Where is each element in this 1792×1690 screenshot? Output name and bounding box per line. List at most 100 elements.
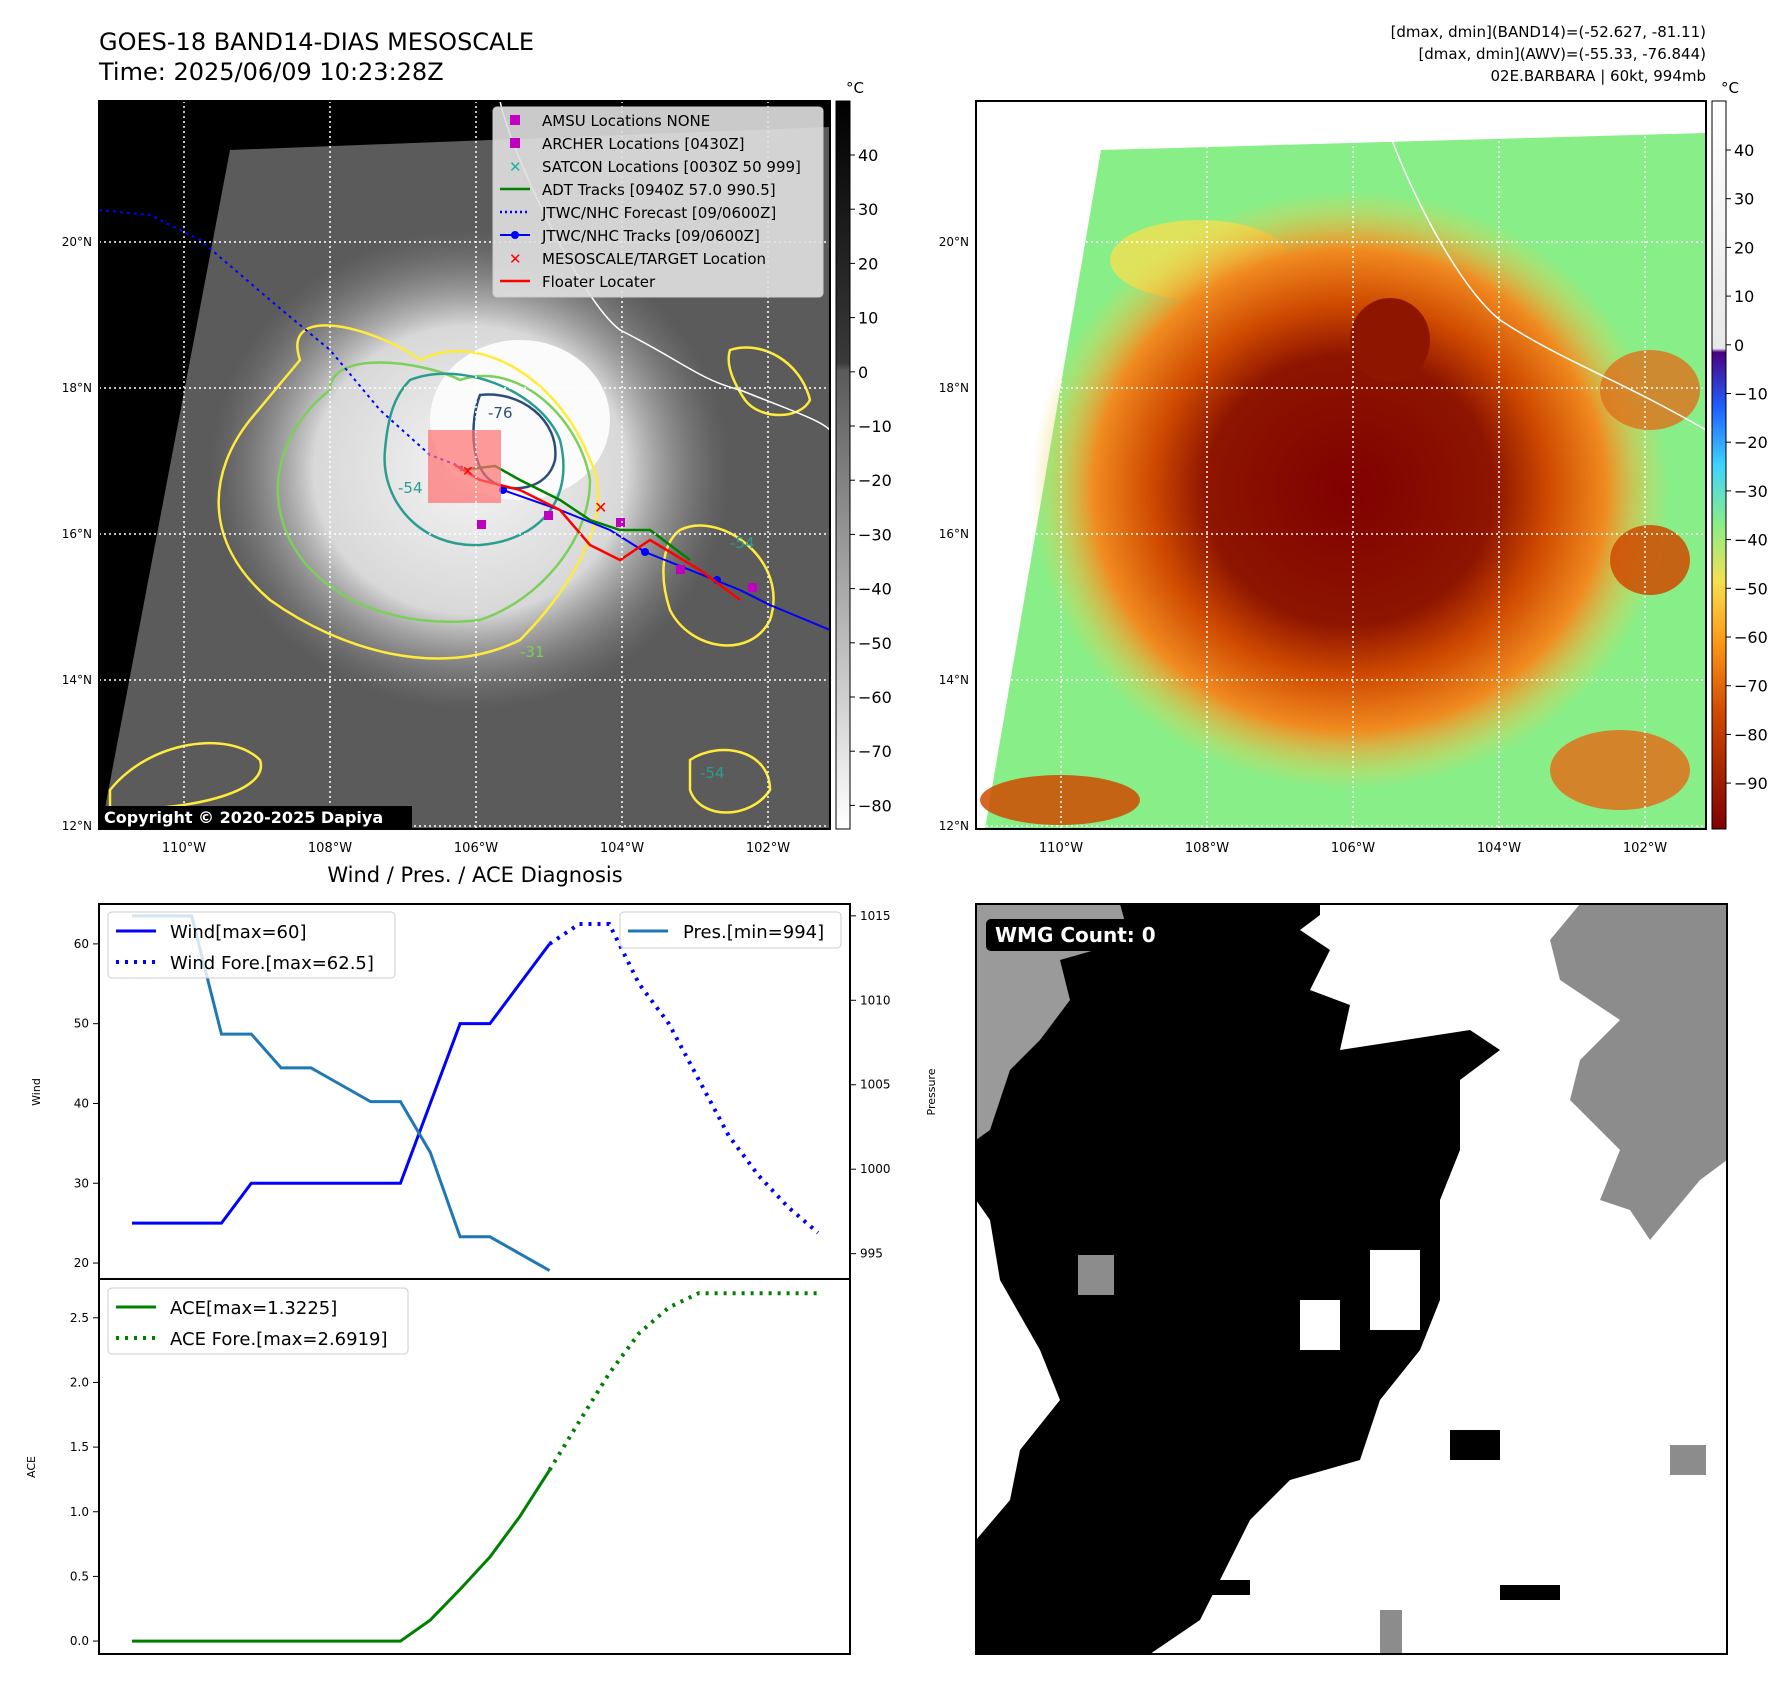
color-colorbar-tick-label: −40 — [1734, 531, 1768, 550]
jtwc-forecast-track — [99, 209, 471, 471]
color-colorbar-tick-label: 10 — [1734, 287, 1754, 306]
gray-colorbar — [835, 100, 851, 830]
wind-tick-label: 30 — [74, 1176, 89, 1190]
map-legend: AMSU Locations NONE ARCHER Locations [04… — [492, 106, 824, 298]
color-colorbar-tick-label: −30 — [1734, 482, 1768, 501]
legend-icon-archer — [510, 138, 520, 148]
color-colorbar-tick-label: −90 — [1734, 774, 1768, 793]
ir-map-panel: ✕ ✕ -76 -54 -54 -31 -54 Copyright © 2020… — [62, 79, 892, 856]
wmg-panel: WMG Count: 0 — [975, 903, 1728, 1655]
ir-contour-outer — [217, 324, 600, 660]
wmg-mask — [976, 904, 1727, 1654]
wind-legend-box — [107, 911, 396, 979]
info-storm: 02E.BARBARA | 60kt, 994mb — [1491, 67, 1706, 85]
ir-contour-south — [688, 748, 772, 814]
awv-lat-label: 16°N — [939, 527, 969, 541]
legend-label-tracks: JTWC/NHC Tracks [09/0600Z] — [541, 227, 760, 245]
awv-southeast-cell — [1550, 730, 1690, 810]
ir-lon-label: 108°W — [308, 841, 352, 856]
diagnosis-title: Wind / Pres. / ACE Diagnosis — [327, 863, 622, 887]
awv-map-panel: 20°N 18°N 16°N 14°N 12°N 110°W 108°W 106… — [939, 79, 1768, 856]
archer-location-marker — [616, 518, 625, 527]
jtwc-track — [502, 489, 830, 631]
ir-lon-labels: 110°W 108°W 106°W 104°W 102°W — [162, 841, 790, 856]
mesoscale-target-marker: ✕ — [594, 498, 607, 517]
archer-location-marker — [544, 511, 553, 520]
contour-label: -54 — [730, 534, 755, 552]
wind-axis-ticks: 20 30 40 50 60 — [74, 937, 99, 1270]
awv-lon-labels: 110°W 108°W 106°W 104°W 102°W — [1039, 841, 1667, 856]
copyright-badge — [99, 806, 412, 829]
color-colorbar-ticks: 40 30 20 10 0 −10 −20 −30 −40 −50 −60 −70 −80 −90 — [1726, 141, 1768, 793]
legend-label-adt: ADT Tracks [0940Z 57.0 990.5] — [542, 181, 776, 199]
awv-lon-label: 104°W — [1477, 841, 1521, 856]
awv-lon-label: 108°W — [1185, 841, 1229, 856]
awv-southwest-cell — [980, 775, 1140, 825]
wmg-frame — [975, 903, 1728, 1655]
gray-colorbar-tick-label: −80 — [858, 796, 892, 815]
gray-colorbar-tick-label: 20 — [858, 254, 878, 273]
pressure-legend-label: Pres.[min=994] — [683, 922, 824, 943]
ace-forecast-legend-label: ACE Fore.[max=2.6919] — [170, 1329, 388, 1350]
gray-colorbar-tick-label: −40 — [858, 580, 892, 599]
wind-tick-label: 20 — [74, 1256, 89, 1270]
legend-label-floater: Floater Locater — [542, 273, 656, 291]
archer-location-marker — [477, 520, 486, 529]
awv-lat-label: 14°N — [939, 673, 969, 687]
wind-pres-panel: Wind Pressure 20 30 40 50 60 995 1000 1005 1010… — [30, 903, 938, 1280]
ir-contour-inner — [383, 372, 565, 547]
gray-colorbar-unit: °C — [846, 79, 864, 97]
legend-icon-mesoscale: ✕ — [509, 250, 522, 268]
ace-legend-box — [107, 1287, 409, 1355]
legend-box — [492, 106, 824, 298]
awv-east-cell — [1610, 525, 1690, 595]
wind-legend-label: Wind[max=60] — [170, 922, 307, 943]
wmg-count-badge — [986, 919, 1170, 951]
legend-label-archer: ARCHER Locations [0430Z] — [542, 135, 745, 153]
color-colorbar-tick-label: 30 — [1734, 190, 1754, 209]
ir-contour-mid — [276, 361, 592, 624]
color-colorbar-tick-label: −70 — [1734, 677, 1768, 696]
awv-overshooting-top — [1350, 298, 1430, 382]
color-colorbar — [1711, 100, 1727, 830]
jtwc-track-point — [641, 548, 649, 556]
wind-series — [131, 921, 820, 1235]
wmg-gray-region-east — [1550, 904, 1727, 1240]
info-band14: [dmax, dmin](BAND14)=(-52.627, -81.11) — [1391, 23, 1706, 41]
ace-axis-label: ACE — [25, 1456, 38, 1478]
legend-label-forecast: JTWC/NHC Forecast [09/0600Z] — [541, 204, 776, 222]
color-colorbar-tick-label: −10 — [1734, 385, 1768, 404]
contour-label: -54 — [700, 764, 725, 782]
gray-colorbar-tick-label: −60 — [858, 688, 892, 707]
archer-location-marker — [676, 565, 685, 574]
awv-northeast-cell — [1600, 350, 1700, 430]
ace-tick-label: 2.0 — [70, 1375, 89, 1389]
gray-colorbar-tick-label: 10 — [858, 309, 878, 328]
info-awv: [dmax, dmin](AWV)=(-55.33, -76.844) — [1418, 45, 1706, 63]
ir-map-frame — [98, 100, 831, 830]
color-colorbar-tick-label: −50 — [1734, 579, 1768, 598]
awv-gridlines — [976, 101, 1706, 829]
color-colorbar-tick-label: −60 — [1734, 628, 1768, 647]
awv-lat-labels: 20°N 18°N 16°N 14°N 12°N — [939, 235, 969, 833]
ace-axis-ticks: 0.0 0.5 1.0 1.5 2.0 2.5 — [70, 1311, 99, 1648]
gray-colorbar-tick-label: −70 — [858, 742, 892, 761]
ir-lat-labels: 20°N 18°N 16°N 14°N 12°N — [62, 235, 92, 833]
gray-colorbar-tick-label: −10 — [858, 417, 892, 436]
ace-panel: ACE 0.0 0.5 1.0 1.5 2.0 2.5 ACE[max=1.3225] A… — [25, 1278, 851, 1655]
pressure-legend: Pres.[min=994] — [619, 911, 842, 949]
wind-legend: Wind[max=60] Wind Fore.[max=62.5] — [107, 911, 396, 979]
color-colorbar-tick-label: 40 — [1734, 141, 1754, 160]
color-colorbar-tick-label: −80 — [1734, 725, 1768, 744]
pressure-axis-ticks: 995 1000 1005 1010 1015 — [850, 909, 891, 1261]
pressure-axis-label: Pressure — [925, 1068, 938, 1115]
ace-tick-label: 2.5 — [70, 1311, 89, 1325]
color-colorbar-unit: °C — [1721, 79, 1739, 97]
wind-forecast-legend-label: Wind Fore.[max=62.5] — [170, 953, 374, 974]
pressure-tick-label: 1000 — [860, 1162, 891, 1176]
gray-colorbar-tick-label: −30 — [858, 525, 892, 544]
wmg-black-cell — [1500, 1585, 1560, 1600]
legend-label-mesoscale: MESOSCALE/TARGET Location — [542, 250, 766, 268]
contour-label: -76 — [488, 404, 513, 422]
